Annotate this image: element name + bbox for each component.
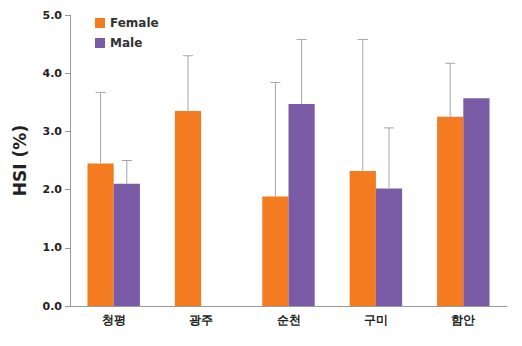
svg-text:0.0: 0.0 — [43, 300, 63, 313]
svg-text:순천: 순천 — [277, 313, 301, 327]
svg-text:3.0: 3.0 — [43, 125, 63, 138]
svg-text:5.0: 5.0 — [43, 9, 63, 22]
svg-text:HSI (%): HSI (%) — [10, 125, 30, 196]
svg-text:Female: Female — [110, 16, 159, 30]
svg-text:2.0: 2.0 — [43, 183, 63, 196]
svg-text:광주: 광주 — [189, 313, 213, 327]
svg-text:청평: 청평 — [102, 313, 126, 327]
svg-text:함안: 함안 — [451, 313, 475, 327]
svg-text:1.0: 1.0 — [43, 241, 63, 254]
svg-text:구미: 구미 — [364, 313, 388, 327]
svg-text:Male: Male — [110, 36, 142, 50]
svg-text:4.0: 4.0 — [43, 67, 63, 80]
